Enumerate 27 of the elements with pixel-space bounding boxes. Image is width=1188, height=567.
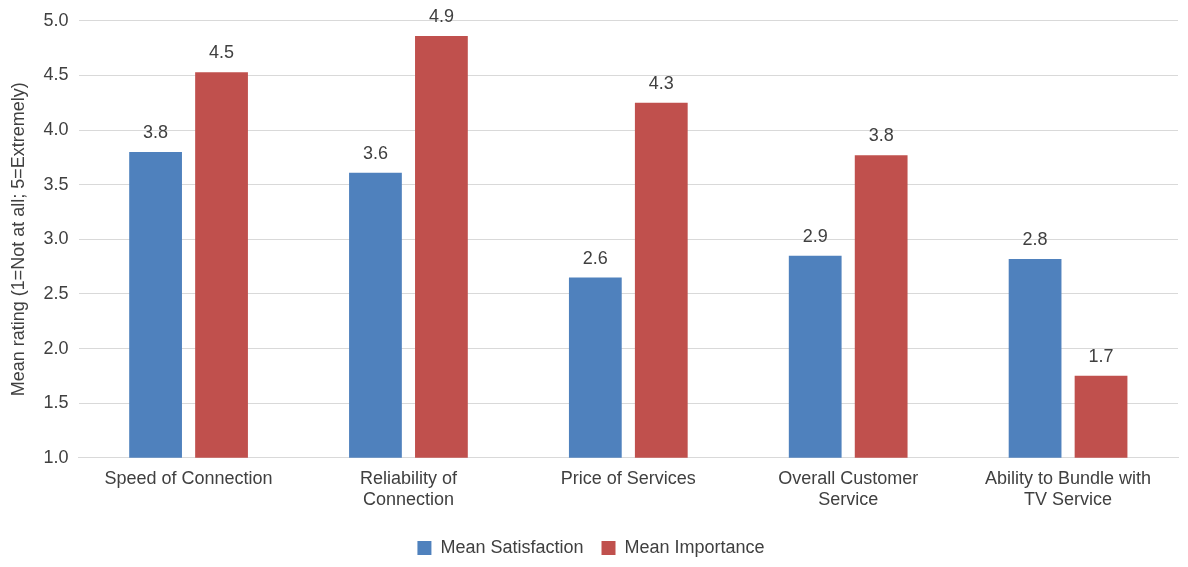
x-tick-label: Price of Services [560, 467, 696, 488]
legend-label: Mean Importance [624, 536, 765, 557]
y-tick-label: 3.5 [43, 173, 69, 194]
y-tick-label: 5.0 [43, 9, 69, 30]
y-axis-title: Mean rating (1=Not at all; 5=Extremely) [7, 82, 28, 397]
data-label: 2.8 [1022, 228, 1048, 249]
x-tick-label: Ability to Bundle with TV Service [985, 467, 1152, 510]
data-label: 2.9 [802, 225, 828, 246]
y-tick-label: 3.0 [43, 228, 69, 249]
data-label: 1.7 [1088, 345, 1114, 366]
x-tick-label: Reliability of Connection [359, 467, 458, 510]
y-tick-label: 2.0 [43, 337, 69, 358]
data-label: 4.9 [428, 6, 454, 27]
data-label: 4.5 [209, 42, 235, 63]
legend-label: Mean Satisfaction [440, 536, 584, 557]
y-tick-label: 4.0 [43, 119, 69, 140]
data-label: 4.3 [648, 72, 674, 93]
x-tick-label: Overall Customer Service [778, 467, 919, 510]
y-tick-label: 1.5 [43, 392, 69, 413]
data-label: 2.6 [582, 247, 608, 268]
y-tick-label: 1.0 [43, 446, 69, 467]
y-tick-label: 4.5 [43, 64, 69, 85]
data-label: 3.6 [362, 142, 388, 163]
data-label: 3.8 [868, 125, 894, 146]
data-label: 3.8 [143, 121, 169, 142]
y-tick-label: 2.5 [43, 282, 69, 303]
x-tick-label: Speed of Connection [104, 467, 273, 488]
